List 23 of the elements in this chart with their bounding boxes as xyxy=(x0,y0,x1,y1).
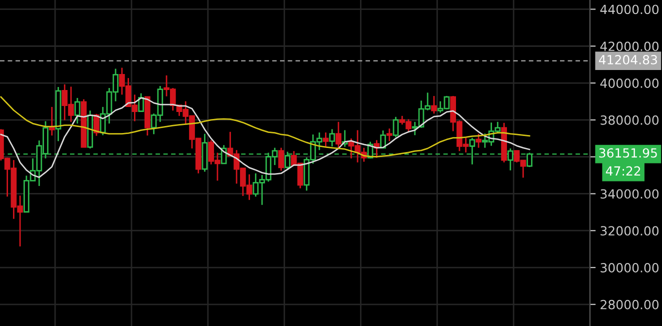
y-tick-label: 44000.00 xyxy=(600,4,659,14)
candlestick xyxy=(74,97,80,124)
candlestick xyxy=(476,133,482,148)
y-tick-label: 38000.00 xyxy=(600,115,659,125)
candlestick xyxy=(278,147,284,172)
candlestick xyxy=(329,128,336,148)
candlestick xyxy=(48,106,55,136)
candlestick xyxy=(392,116,399,138)
y-tick-label: 32000.00 xyxy=(600,226,659,236)
y-tick-label: 42000.00 xyxy=(600,42,659,52)
text: 47:22 xyxy=(606,166,640,176)
ref-line-label: 36151.95 xyxy=(599,148,657,158)
y-tick-label: 40000.00 xyxy=(600,78,659,88)
candlestick xyxy=(380,130,386,150)
ref-line-label: 41204.83 xyxy=(598,54,657,64)
candlestick xyxy=(138,92,144,113)
y-tick-label: 34000.00 xyxy=(600,189,659,199)
candlestick xyxy=(322,132,329,148)
y-tick-label: 30000.00 xyxy=(600,262,659,272)
candlestick xyxy=(431,95,437,114)
candlestick xyxy=(386,128,392,142)
candlestick xyxy=(336,121,342,150)
y-tick-label: 28000.00 xyxy=(600,300,659,310)
